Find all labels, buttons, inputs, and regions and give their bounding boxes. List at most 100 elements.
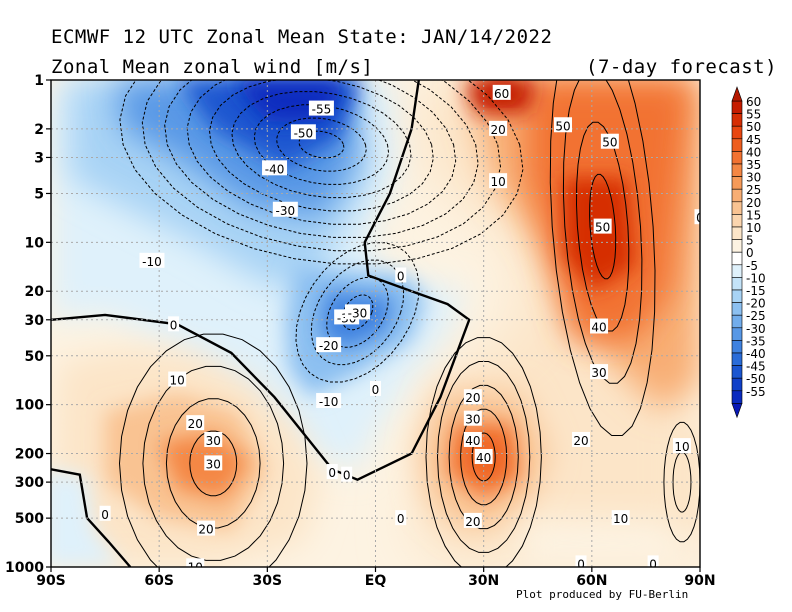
- contour-label: 0: [170, 318, 178, 332]
- contour-label: 40: [476, 451, 491, 465]
- contour-label: 0: [343, 469, 351, 483]
- contour-label-bg: [186, 415, 205, 431]
- x-tick-label: 90S: [36, 573, 66, 589]
- contour-label-bg: [186, 558, 205, 567]
- y-tick-label: 20: [25, 284, 45, 300]
- chart-title: ECMWF 12 UTC Zonal Mean State: JAN/14/20…: [51, 26, 553, 48]
- contour-label: 0: [101, 508, 109, 522]
- y-tick-label: 3: [34, 150, 44, 166]
- contour-label: 10: [170, 374, 185, 388]
- x-tick-label: 90N: [684, 573, 715, 589]
- colorbar-label: -40: [746, 347, 766, 361]
- x-tick-label: 60S: [144, 573, 174, 589]
- y-tick-label: 100: [15, 398, 44, 414]
- contour-label: 30: [465, 413, 480, 427]
- colorbar: 605550454035302520151050-5-10-15-20-25-3…: [731, 86, 766, 419]
- contour-label: 60: [494, 87, 509, 101]
- field-region: [563, 177, 636, 292]
- colorbar-swatch: [731, 390, 743, 404]
- contour-line: [164, 80, 479, 238]
- colorbar-swatch: [731, 138, 743, 152]
- contour-label: 0: [649, 557, 657, 571]
- colorbar-label: 25: [746, 183, 761, 197]
- contour-label: -20: [319, 339, 339, 353]
- contour-label-bg: [463, 431, 482, 447]
- contour-label-bg: [492, 84, 511, 100]
- contour-label: 20: [573, 434, 588, 448]
- contour-line: [186, 80, 457, 225]
- colorbar-label: 10: [746, 221, 761, 235]
- colorbar-swatch: [731, 163, 743, 177]
- credit-text: Plot produced by FU-Berlin: [516, 588, 689, 601]
- contour-labels: -50-40-30-1000-30-20-1001020302010000020…: [38, 84, 704, 574]
- colorbar-swatch: [731, 226, 743, 240]
- colorbar-label: -55: [746, 385, 766, 399]
- y-tick-label: 500: [15, 511, 44, 527]
- contour-label-bg: [316, 393, 342, 409]
- colorbar-swatch: [731, 113, 743, 127]
- contour-label-bg: [611, 510, 630, 526]
- colorbar-swatch: [731, 365, 743, 379]
- colorbar-swatch: [731, 340, 743, 354]
- contour-label: 10: [188, 560, 203, 574]
- contour-label-bg: [463, 410, 482, 426]
- colorbar-label: -5: [746, 259, 758, 273]
- colorbar-swatch: [731, 251, 743, 266]
- contour-line: [549, 80, 656, 436]
- contour-label-bg: [99, 505, 111, 521]
- colorbar-swatch: [731, 100, 743, 114]
- x-tick-label: 30N: [468, 573, 499, 589]
- contour-label-bg: [204, 431, 223, 447]
- contour-label-bg: [647, 555, 659, 567]
- y-tick-label: 2: [34, 122, 44, 138]
- contour-line: [142, 365, 285, 561]
- contour-label-bg: [272, 201, 298, 217]
- colorbar-label: 5: [746, 234, 754, 248]
- colorbar-swatch: [731, 176, 743, 190]
- contour-line: [436, 361, 531, 553]
- colorbar-swatch: [731, 188, 743, 203]
- y-tick-label: 1: [34, 73, 44, 89]
- contour-label: 0: [397, 512, 405, 526]
- field-region: [519, 518, 700, 567]
- colorbar-label: -50: [746, 372, 766, 386]
- colorbar-label: -20: [746, 297, 766, 311]
- contour-label: 0: [577, 557, 585, 571]
- contour-label-bg: [316, 337, 342, 353]
- contour-label: 0: [696, 211, 704, 225]
- contour-label: 40: [591, 321, 606, 335]
- contour-label-bg: [474, 448, 493, 464]
- contour-line: [326, 277, 389, 348]
- contour-label-bg: [38, 372, 49, 387]
- contour-line: [663, 421, 700, 543]
- colorbar-label: 60: [746, 95, 761, 109]
- contour-label-bg: [370, 380, 381, 396]
- contour-label: -30: [348, 306, 368, 320]
- colorbar-label: 45: [746, 133, 761, 147]
- y-tick-label: 5: [34, 186, 44, 202]
- colorbar-swatch: [731, 151, 743, 165]
- colorbar-swatch: [731, 125, 743, 140]
- contour-label: 0: [372, 383, 380, 397]
- contour-label-bg: [694, 209, 700, 225]
- contour-line: [165, 398, 261, 529]
- contour-line: [448, 384, 519, 530]
- contour-line: [589, 173, 617, 280]
- contour-label: 0: [328, 466, 336, 480]
- contour-label: 30: [206, 457, 221, 471]
- contour-line: [471, 432, 496, 482]
- contour-line: [276, 117, 367, 172]
- colorbar-label: 55: [746, 108, 761, 122]
- contour-label: 50: [555, 119, 570, 133]
- contour-line: [460, 408, 508, 506]
- colorbar-label: 0: [746, 246, 754, 260]
- contour-label: -40: [265, 162, 285, 176]
- contour-label: 30: [591, 366, 606, 380]
- field-region: [663, 428, 700, 531]
- contour-line: [425, 337, 542, 567]
- colorbar-swatch: [731, 289, 743, 303]
- contour-label: 40: [465, 434, 480, 448]
- contour-label-bg: [463, 512, 482, 528]
